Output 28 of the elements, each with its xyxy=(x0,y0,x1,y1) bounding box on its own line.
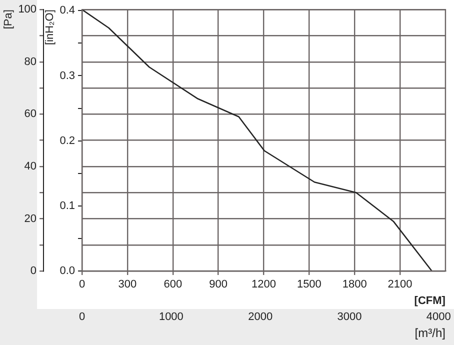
x-tick-label: 1800 xyxy=(342,278,367,291)
x-tick-label: 0 xyxy=(78,278,86,291)
y2-tick-label: 0.3 xyxy=(60,70,76,82)
x2-axis-title: [m³/h] xyxy=(414,326,446,340)
x2-tick-label: 0 xyxy=(78,311,86,324)
x-axis-title: [CFM] xyxy=(414,294,446,307)
x2-tick-label: 4000 xyxy=(426,311,451,324)
y-tick-label: 20 xyxy=(24,212,37,225)
y-tick-label: 0 xyxy=(30,265,37,278)
x2-tick-label: 3000 xyxy=(337,311,362,324)
x2-tick-label: 2000 xyxy=(248,311,273,324)
y-axis-title: [Pa] xyxy=(2,10,15,30)
y-tick-label: 40 xyxy=(24,160,37,172)
y2-axis-title: [inH₂O] xyxy=(44,10,56,46)
y-tick-label: 80 xyxy=(24,56,37,68)
y2-tick-label: 0.4 xyxy=(60,4,76,17)
x-tick-label: 1500 xyxy=(296,278,322,291)
x-tick-label: 900 xyxy=(209,278,228,291)
x2-tick-label: 1000 xyxy=(158,311,184,324)
y2-tick-label: 0.0 xyxy=(60,265,76,278)
x-tick-label: 300 xyxy=(118,278,137,291)
y-tick-label: 60 xyxy=(24,108,37,120)
x-tick-label: 2100 xyxy=(388,278,412,291)
y2-tick-label: 0.2 xyxy=(60,134,76,147)
x-tick-label: 600 xyxy=(164,278,182,291)
y-tick-label: 100 xyxy=(18,4,37,16)
x-tick-label: 1200 xyxy=(252,278,276,291)
y2-tick-label: 0.1 xyxy=(60,200,76,212)
